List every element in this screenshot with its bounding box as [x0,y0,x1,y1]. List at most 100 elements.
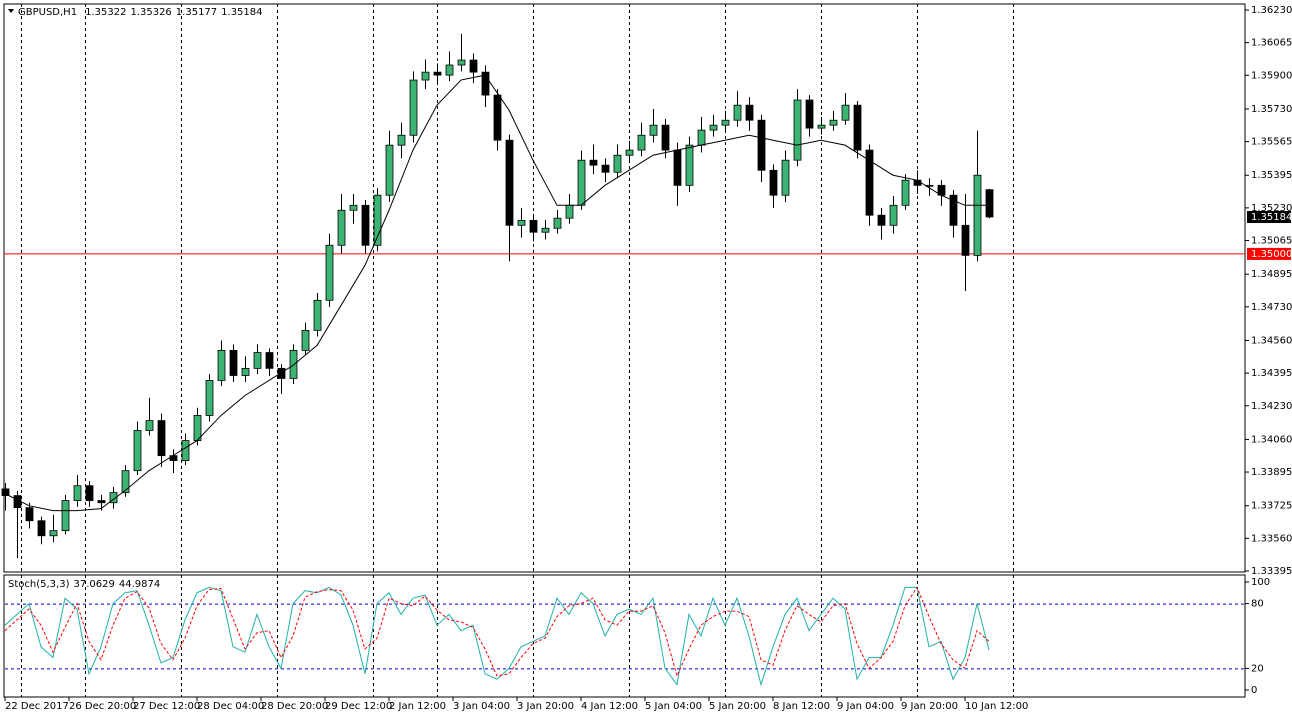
candle-body [697,129,706,146]
candle-body [733,104,742,121]
candle-body [565,204,574,219]
candle-body [181,440,190,461]
x-tick-label: 28 Dec 04:00 [197,701,264,712]
candle-body [673,149,682,186]
indicator-name: Stoch(5,3,3) [8,579,70,590]
candle-body [337,209,346,246]
x-tick-label: 5 Jan 04:00 [645,701,702,712]
candle-body [241,367,250,376]
menu-arrow[interactable] [8,9,14,13]
candle-body [601,164,610,173]
candle-body [529,219,538,233]
candle-body [205,380,214,416]
candle-body [877,214,886,226]
x-tick-label: 28 Dec 20:00 [261,701,328,712]
candle-body [121,470,130,494]
candle-body [889,204,898,226]
y-tick-label: 1.35230 [1251,203,1292,214]
candle-body [325,244,334,301]
candle-body [805,99,814,129]
candle-body [229,349,238,376]
x-tick-label: 3 Jan 04:00 [453,701,510,712]
candle-body [637,134,646,151]
candle-body [517,219,526,226]
y-tick-label: 1.33895 [1251,467,1292,478]
candle-body [253,352,262,369]
x-tick-label: 8 Jan 12:00 [773,701,830,712]
y-tick-label: 1.34395 [1251,368,1292,379]
candle-body [133,430,142,472]
candle-body [589,159,598,166]
candle-body [481,71,490,96]
candle-body [277,367,286,379]
y-tick-label: 1.36230 [1251,5,1292,16]
candle-body [973,174,982,256]
candle-body [841,104,850,121]
candle-body [409,79,418,136]
indicator-value: 37.0629 [73,579,114,590]
candle-body [97,500,106,504]
x-tick-label: 4 Jan 12:00 [581,701,638,712]
y-tick-label: 1.35065 [1251,236,1292,247]
header-close: 1.35184 [221,7,262,18]
candle-body [505,139,514,226]
price-level-label: 1.35000 [1251,249,1292,260]
candle-body [625,149,634,156]
y-tick-label: 1.34560 [1251,335,1292,346]
candle-body [613,154,622,173]
candle-body [349,204,358,211]
candle-body [793,99,802,161]
y-tick-label: 1.34895 [1251,269,1292,280]
candle-body [457,59,466,66]
y-tick-label: 80 [1251,599,1264,610]
header-open: 1.35322 [85,7,126,18]
indicator-header: Stoch(5,3,3) 37.0629 44.9874 [8,579,160,590]
candle-body [985,189,994,218]
y-tick-label: 1.34060 [1251,434,1292,445]
header-high: 1.35326 [130,7,171,18]
candle-body [901,179,910,206]
x-tick-label: 26 Dec 20:00 [69,701,136,712]
candle-body [493,94,502,141]
candle-body [109,492,118,504]
candle-body [469,59,478,73]
x-tick-label: 9 Jan 04:00 [837,701,894,712]
header-low: 1.35177 [176,7,217,18]
candle-body [853,104,862,151]
candle-body [757,119,766,171]
indicator-value: 44.9874 [119,579,160,590]
indicator-pane [3,574,1246,698]
candle-body [709,124,718,131]
y-tick-label: 1.33560 [1251,533,1292,544]
candle-body [265,352,274,369]
candle-body [145,420,154,431]
y-tick-label: 1.35565 [1251,137,1292,148]
candle-body [61,500,70,532]
x-tick-label: 3 Jan 20:00 [517,701,574,712]
candle-body [373,194,382,246]
candle-body [313,299,322,331]
candle-body [301,329,310,351]
candle-body [541,227,550,233]
price-level-box [1247,247,1291,260]
candle-body [445,64,454,76]
x-tick-label: 2 Jan 12:00 [389,701,446,712]
symbol: GBPUSD,H1 [18,7,77,18]
candle-body [949,194,958,226]
candle-body [745,104,754,121]
candle-body [769,169,778,196]
candle-body [421,71,430,81]
candle-body [817,124,826,129]
y-tick-label: 1.34730 [1251,302,1292,313]
y-tick-label: 1.34230 [1251,401,1292,412]
y-tick-label: 1.33395 [1251,566,1292,577]
candle-body [781,159,790,196]
chart-header: GBPUSD,H1 1.35322 1.35326 1.35177 1.35184 [18,7,263,18]
candle-body [661,124,670,151]
last-price-label: 1.35184 [1251,212,1292,223]
candle-body [37,520,46,537]
indicator-line [4,586,990,678]
candle-body [577,159,586,206]
x-tick-label: 5 Jan 20:00 [709,701,766,712]
y-tick-label: 0 [1251,685,1257,696]
